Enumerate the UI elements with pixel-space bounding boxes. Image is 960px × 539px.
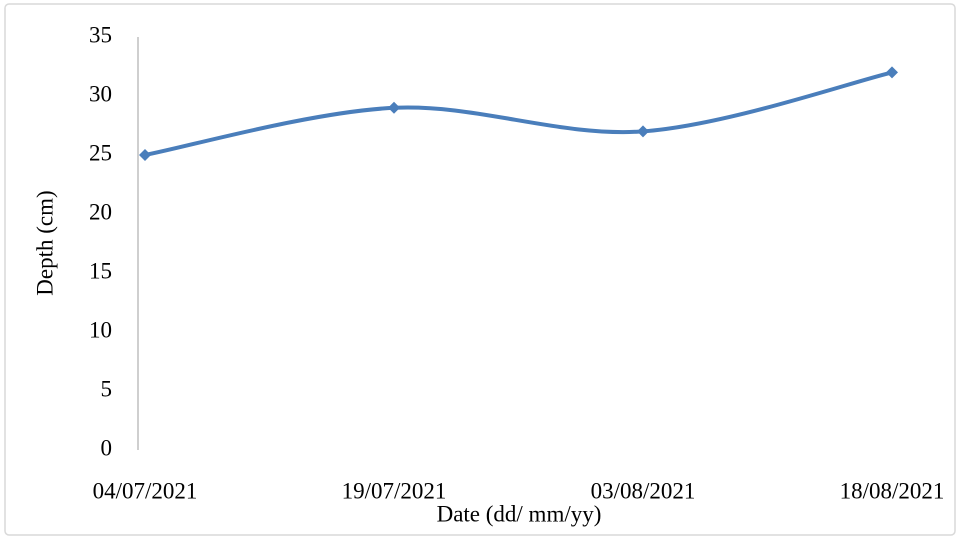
y-tick-label: 15 bbox=[89, 258, 112, 283]
y-tick-label: 5 bbox=[101, 376, 113, 401]
chart-border bbox=[4, 3, 956, 536]
y-axis-title: Depth (cm) bbox=[32, 190, 57, 295]
x-tick-label: 04/07/2021 bbox=[93, 478, 198, 503]
x-tick-label: 03/08/2021 bbox=[591, 478, 696, 503]
x-axis-title: Date (dd/ mm/yy) bbox=[437, 501, 602, 526]
data-marker bbox=[637, 125, 649, 138]
y-tick-label: 10 bbox=[89, 317, 112, 342]
y-tick-label: 0 bbox=[101, 435, 113, 460]
y-tick-label: 20 bbox=[89, 199, 112, 224]
y-tick-label: 35 bbox=[89, 22, 112, 47]
data-line bbox=[144, 70, 893, 157]
y-tick-label: 25 bbox=[89, 140, 112, 165]
x-tick-label: 18/08/2021 bbox=[840, 478, 945, 503]
x-tick-label: 19/07/2021 bbox=[342, 478, 447, 503]
y-tick-label: 30 bbox=[89, 81, 112, 106]
data-marker bbox=[886, 66, 898, 79]
data-marker bbox=[388, 101, 400, 114]
data-marker bbox=[139, 149, 151, 161]
